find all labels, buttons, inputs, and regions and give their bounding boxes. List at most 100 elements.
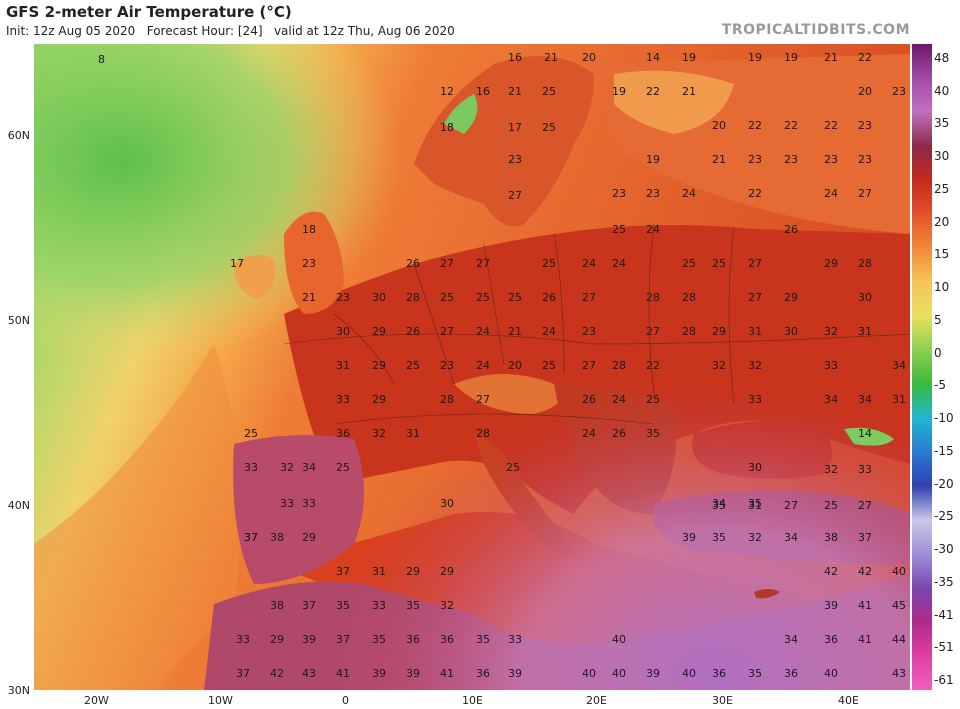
temperature-value-t-af-44: 36 — [712, 667, 726, 680]
temperature-value-t-ib-29: 38 — [824, 531, 838, 544]
temperature-value-t-ib-13: 25 — [336, 461, 350, 474]
lat-label-60n: 60N — [7, 129, 30, 142]
temperature-value-t-ib-7: 26 — [612, 427, 626, 440]
colorbar-tick-label: 40 — [934, 83, 950, 98]
temperature-value-t-af-32: 42 — [270, 667, 284, 680]
temperature-value-t-f2-13: 33 — [824, 359, 838, 372]
temperature-value-t-c-9: 27 — [646, 325, 660, 338]
lon-label-40e: 40E — [838, 694, 859, 707]
temperature-value-t-ib-19: 37 — [244, 531, 258, 544]
temperature-value-t-tr-1: 35 — [712, 499, 726, 512]
temperature-value-t-af-31: 37 — [236, 667, 250, 680]
temperature-value-t-de-1: 26 — [406, 257, 420, 270]
temperature-value-t-s-2: 29 — [372, 393, 386, 406]
temperature-value-t-ib-15: 30 — [748, 461, 762, 474]
temperature-value-t-f2-12: 32 — [748, 359, 762, 372]
temperature-value-t-ib-8: 35 — [646, 427, 660, 440]
temperature-value-t-fin-9: 21 — [682, 85, 696, 98]
temperature-value-t-fr-3: 25 — [440, 291, 454, 304]
temperature-value-t-de-4: 25 — [542, 257, 556, 270]
temperature-value-t-ib-18: 35 — [748, 497, 762, 510]
colorbar-tick-label: 15 — [934, 247, 950, 262]
temperature-value-t-de-6: 24 — [612, 257, 626, 270]
temperature-map[interactable]: 16 21 20 8 12 16 21 25 18 17 25 23 27 14 19 19 19 21 22 19 2… — [34, 44, 910, 690]
temperature-value-t-f2-9: 28 — [612, 359, 626, 372]
temperature-value-t-af-41: 40 — [612, 667, 626, 680]
temperature-value-t-rus-9: 23 — [784, 153, 798, 166]
temperature-value-t-balt-3: 24 — [682, 187, 696, 200]
colorbar-tick-label: 35 — [934, 116, 950, 131]
temperature-value-t-balt-4: 22 — [748, 187, 762, 200]
temperature-value-t-f2-1: 31 — [336, 359, 350, 372]
temperature-value-t-ib-20: 33 — [302, 497, 316, 510]
temperature-value-t-fin-8: 22 — [646, 85, 660, 98]
temperature-value-t-ib-2: 36 — [336, 427, 350, 440]
temperature-value-t-s-8: 33 — [748, 393, 762, 406]
temperature-value-t-af-11: 33 — [372, 599, 386, 612]
temperature-value-t-af-46: 36 — [784, 667, 798, 680]
colorbar-tick-label: 5 — [934, 312, 942, 327]
temperature-value-t-de-2: 27 — [440, 257, 454, 270]
temperature-value-t-f2-8: 27 — [582, 359, 596, 372]
temperature-value-t-f2-7: 25 — [542, 359, 556, 372]
temperature-value-t-tr-2: 31 — [748, 499, 762, 512]
temperature-value-t-c-11: 29 — [712, 325, 726, 338]
colorbar-tick-label: 48 — [934, 51, 950, 65]
temperature-value-t-uk-2: 17 — [230, 257, 244, 270]
temperature-value-t-f2-14: 34 — [892, 359, 906, 372]
temperature-value-t-af-10: 35 — [336, 599, 350, 612]
temperature-value-t-uk-4: 21 — [302, 291, 316, 304]
colorbar-tick-label: 30 — [934, 149, 950, 164]
temperature-value-t-fr-6: 26 — [542, 291, 556, 304]
temperature-value-t-fr-1: 30 — [372, 291, 386, 304]
temperature-value-t-rus-8: 23 — [748, 153, 762, 166]
temperature-value-t-fr-5: 25 — [508, 291, 522, 304]
lon-label-10w: 10W — [208, 694, 233, 707]
temperature-value-t-norway-3: 21 — [508, 85, 522, 98]
temperature-value-t-c-12: 31 — [748, 325, 762, 338]
temperature-value-t-fr-9: 28 — [682, 291, 696, 304]
temperature-value-t-tr-3: 27 — [784, 499, 798, 512]
colorbar-tick-label: -41 — [934, 607, 954, 622]
lat-label-50n: 50N — [7, 314, 30, 327]
temperature-value-t-af-4: 29 — [440, 565, 454, 578]
temperature-value-t-fin-2: 19 — [682, 51, 696, 64]
temperature-value-t-fin-4: 19 — [784, 51, 798, 64]
temperature-value-t-rus-7: 21 — [712, 153, 726, 166]
brand-watermark[interactable]: TROPICALTIDBITS.COM — [721, 22, 910, 38]
temperature-value-t-ib-6: 24 — [582, 427, 596, 440]
temperature-value-t-af-47: 40 — [824, 667, 838, 680]
temperature-value-t-af-18: 29 — [270, 633, 284, 646]
temperature-value-t-pol-7: 29 — [824, 257, 838, 270]
temperature-value-t-ib-22: 37 — [244, 531, 258, 544]
colorbar-tick-label: -30 — [934, 542, 954, 557]
temperature-value-t-tr-7: 33 — [858, 463, 872, 476]
temperature-value-t-ib-3: 32 — [372, 427, 386, 440]
temperature-value-t-f2-10: 22 — [646, 359, 660, 372]
temperature-value-t-fin-7: 19 — [612, 85, 626, 98]
temperature-value-t-af-19: 39 — [302, 633, 316, 646]
colorbar-tick-label: -51 — [934, 640, 954, 655]
temperature-value-t-af-8: 38 — [270, 599, 284, 612]
temperature-value-t-rus-10: 23 — [824, 153, 838, 166]
temperature-value-t-af-7: 40 — [892, 565, 906, 578]
temperature-value-t-ib-10: 33 — [244, 461, 258, 474]
temperature-value-t-norway-5: 18 — [440, 121, 454, 134]
temperature-value-t-af-1: 37 — [336, 565, 350, 578]
temperature-value-t-af-25: 33 — [508, 633, 522, 646]
temperature-value-t-rus-1: 20 — [712, 119, 726, 132]
temperature-value-t-s-1: 33 — [336, 393, 350, 406]
temperature-value-t-rus-11: 23 — [858, 153, 872, 166]
temperature-value-t-af-29: 41 — [858, 633, 872, 646]
colorbar-tick-label: -35 — [934, 574, 954, 589]
temperature-value-t-c-6: 21 — [508, 325, 522, 338]
temperature-value-t-f2-6: 20 — [508, 359, 522, 372]
temperature-value-t-fin-5: 21 — [824, 51, 838, 64]
temperature-value-t-af-22: 36 — [406, 633, 420, 646]
temperature-value-t-af-23: 36 — [440, 633, 454, 646]
temperature-value-t-af-33: 43 — [302, 667, 316, 680]
temperature-value-t-de-3: 27 — [476, 257, 490, 270]
temperature-value-t-c-7: 24 — [542, 325, 556, 338]
temperature-value-t-af-36: 39 — [406, 667, 420, 680]
colorbar-tick-label: -61 — [934, 673, 954, 687]
